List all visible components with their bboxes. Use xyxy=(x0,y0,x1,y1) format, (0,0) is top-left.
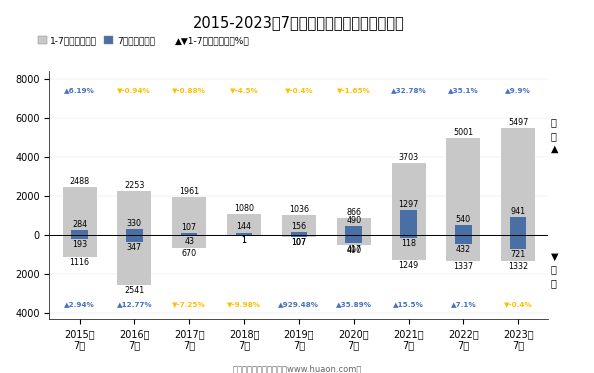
Bar xyxy=(290,235,307,237)
Bar xyxy=(510,235,526,250)
Bar xyxy=(118,235,151,285)
Text: 1116: 1116 xyxy=(69,258,90,267)
Bar xyxy=(501,235,535,261)
Text: 866: 866 xyxy=(346,209,361,217)
Text: 107: 107 xyxy=(182,223,197,232)
Text: ▼-0.88%: ▼-0.88% xyxy=(172,87,206,93)
Bar xyxy=(337,219,371,235)
Bar xyxy=(172,197,206,235)
Bar xyxy=(236,232,252,235)
Text: 1332: 1332 xyxy=(508,262,528,272)
Bar xyxy=(181,235,197,236)
Text: ▲6.19%: ▲6.19% xyxy=(64,87,95,93)
Text: 1297: 1297 xyxy=(399,200,419,209)
Text: ▼-0.94%: ▼-0.94% xyxy=(118,87,151,93)
Text: ▼-1.65%: ▼-1.65% xyxy=(337,87,371,93)
Bar xyxy=(62,235,96,257)
Bar xyxy=(455,235,472,244)
Legend: 1-7月（万美元）, 7月（万美元）, ▲▼1-7月同比增速（%）: 1-7月（万美元）, 7月（万美元）, ▲▼1-7月同比增速（%） xyxy=(34,32,253,49)
Text: 2253: 2253 xyxy=(124,181,144,190)
Text: 432: 432 xyxy=(456,245,471,254)
Text: 制图：华经产业研究院（www.huaon.com）: 制图：华经产业研究院（www.huaon.com） xyxy=(232,364,362,373)
Bar xyxy=(346,235,362,244)
Bar xyxy=(282,215,316,235)
Text: 284: 284 xyxy=(72,220,87,229)
Text: ▲2.94%: ▲2.94% xyxy=(64,301,95,307)
Text: ▲9.9%: ▲9.9% xyxy=(505,87,531,93)
Text: 330: 330 xyxy=(127,219,142,228)
Bar xyxy=(172,235,206,248)
Bar xyxy=(501,128,535,235)
Text: ▲32.78%: ▲32.78% xyxy=(391,87,426,93)
Text: ▲929.48%: ▲929.48% xyxy=(279,301,320,307)
Title: 2015-2023年7月廊坊综合保税区进、出口额: 2015-2023年7月廊坊综合保税区进、出口额 xyxy=(193,15,405,30)
Text: 721: 721 xyxy=(511,250,526,260)
Bar xyxy=(455,225,472,235)
Text: 1080: 1080 xyxy=(234,204,254,213)
Text: 2541: 2541 xyxy=(124,286,144,295)
Text: 490: 490 xyxy=(346,246,361,255)
Text: ▼-4.5%: ▼-4.5% xyxy=(230,87,258,93)
Bar xyxy=(391,163,425,235)
Bar xyxy=(118,191,151,235)
Text: 43: 43 xyxy=(184,237,194,246)
Text: ▼-0.4%: ▼-0.4% xyxy=(285,87,313,93)
Text: 1961: 1961 xyxy=(179,187,199,196)
Text: ▼-0.4%: ▼-0.4% xyxy=(504,301,533,307)
Text: 3703: 3703 xyxy=(399,153,419,162)
Bar xyxy=(227,214,261,235)
Text: 出
口
▲: 出 口 ▲ xyxy=(551,117,558,154)
Text: 156: 156 xyxy=(291,222,307,231)
Text: 1: 1 xyxy=(242,236,247,245)
Bar xyxy=(290,232,307,235)
Text: 193: 193 xyxy=(72,240,87,249)
Text: 1036: 1036 xyxy=(289,205,309,214)
Bar xyxy=(71,235,88,239)
Bar xyxy=(126,229,143,235)
Bar xyxy=(400,210,417,235)
Text: 107: 107 xyxy=(291,238,307,248)
Text: 118: 118 xyxy=(401,239,416,248)
Bar xyxy=(282,235,316,237)
Bar xyxy=(400,235,417,238)
Text: ▲35.89%: ▲35.89% xyxy=(336,301,372,307)
Bar xyxy=(181,233,197,235)
Bar xyxy=(126,235,143,242)
Text: ▲12.77%: ▲12.77% xyxy=(116,301,152,307)
Text: ▲7.1%: ▲7.1% xyxy=(451,301,476,307)
Text: 5497: 5497 xyxy=(508,118,529,127)
Text: 1: 1 xyxy=(242,236,247,245)
Bar xyxy=(447,138,481,235)
Text: ▼-7.25%: ▼-7.25% xyxy=(172,301,206,307)
Text: 941: 941 xyxy=(511,207,526,216)
Text: 144: 144 xyxy=(236,222,251,231)
Text: 2488: 2488 xyxy=(69,177,90,186)
Text: 670: 670 xyxy=(182,250,197,258)
Bar xyxy=(346,226,362,235)
Text: ▼-9.98%: ▼-9.98% xyxy=(227,301,261,307)
Bar xyxy=(510,217,526,235)
Text: 5001: 5001 xyxy=(453,128,473,137)
Bar xyxy=(62,187,96,235)
Text: ▼
进
口: ▼ 进 口 xyxy=(551,251,558,288)
Bar xyxy=(71,230,88,235)
Text: 490: 490 xyxy=(346,216,361,225)
Text: ▲35.1%: ▲35.1% xyxy=(448,87,479,93)
Bar xyxy=(391,235,425,260)
Text: 417: 417 xyxy=(346,245,361,254)
Text: 1249: 1249 xyxy=(399,261,419,270)
Text: 107: 107 xyxy=(291,238,307,248)
Bar xyxy=(337,235,371,245)
Bar xyxy=(447,235,481,261)
Text: ▲15.5%: ▲15.5% xyxy=(393,301,424,307)
Text: 347: 347 xyxy=(127,243,142,252)
Text: 1337: 1337 xyxy=(453,263,473,272)
Text: 540: 540 xyxy=(456,215,471,224)
